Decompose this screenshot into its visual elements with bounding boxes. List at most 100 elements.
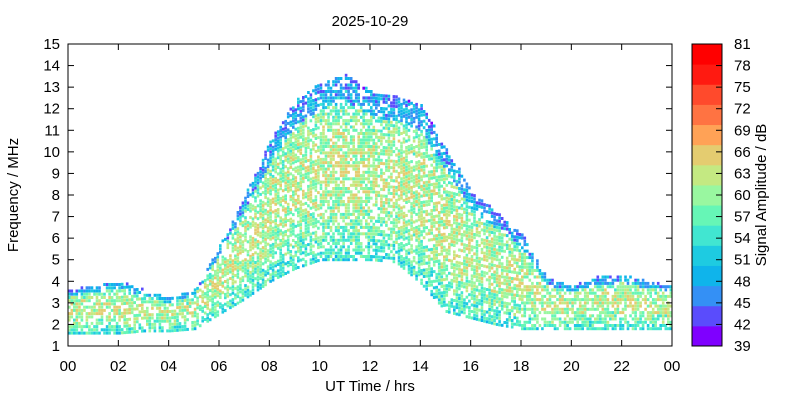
data-point (410, 202, 413, 206)
data-point (299, 145, 303, 149)
data-point (493, 273, 496, 277)
data-point (322, 167, 325, 171)
data-point (105, 283, 109, 286)
data-point (292, 268, 295, 272)
data-point (372, 180, 376, 184)
data-point (591, 298, 595, 302)
data-point (556, 281, 559, 285)
data-point (319, 151, 323, 155)
data-point (216, 300, 220, 304)
data-point (468, 299, 471, 303)
data-point (453, 308, 456, 312)
data-point (432, 253, 436, 257)
data-point (382, 210, 386, 214)
data-point (443, 171, 446, 175)
data-point (568, 307, 572, 311)
data-point (435, 279, 438, 283)
data-point (551, 288, 554, 292)
data-point (211, 274, 214, 278)
data-point (435, 289, 438, 293)
data-point (372, 158, 376, 162)
data-point (465, 208, 469, 212)
data-point (78, 321, 81, 325)
data-point (344, 187, 348, 190)
data-point (289, 107, 293, 111)
data-point (251, 207, 255, 211)
data-point (219, 247, 222, 251)
data-point (488, 301, 491, 305)
data-point (455, 302, 459, 306)
data-point (553, 294, 557, 298)
data-point (269, 250, 272, 254)
data-point (365, 119, 368, 123)
data-point (206, 277, 209, 281)
data-point (314, 253, 318, 257)
data-point (372, 138, 376, 142)
data-point (143, 293, 147, 297)
data-point (435, 175, 438, 179)
data-point (518, 233, 522, 236)
data-point (281, 169, 285, 173)
data-point (269, 202, 272, 206)
data-point (437, 191, 441, 195)
data-point (173, 312, 177, 316)
data-point (367, 180, 371, 184)
data-point (327, 251, 330, 255)
data-point (407, 99, 411, 103)
data-point (510, 241, 514, 245)
data-point (264, 182, 267, 186)
data-point (465, 195, 469, 199)
data-point (437, 240, 441, 244)
data-point (349, 125, 353, 129)
data-point (83, 296, 86, 299)
data-point (329, 154, 333, 158)
data-point (571, 304, 574, 308)
data-point (488, 298, 491, 302)
data-point (427, 135, 431, 138)
data-point (566, 304, 569, 308)
data-point (342, 135, 345, 139)
data-point (136, 304, 139, 308)
data-point (473, 252, 476, 256)
data-point (392, 247, 396, 251)
data-point (342, 145, 345, 148)
data-point (254, 244, 257, 248)
data-point (292, 184, 295, 187)
data-point (370, 180, 373, 184)
data-point (576, 291, 579, 295)
data-point (342, 164, 345, 168)
data-point (586, 291, 589, 295)
data-point (286, 228, 290, 232)
data-point (470, 200, 474, 203)
data-point (485, 265, 489, 269)
data-point (337, 109, 340, 113)
data-point (375, 135, 378, 139)
data-point (183, 299, 187, 302)
data-point (415, 180, 418, 184)
data-point (334, 83, 338, 87)
data-point (448, 242, 451, 246)
data-point (226, 288, 230, 292)
data-point (357, 145, 360, 148)
data-point (269, 192, 272, 196)
data-point (141, 316, 144, 320)
data-point (256, 288, 260, 292)
data-point (453, 244, 456, 247)
data-point (427, 199, 431, 203)
data-point (304, 214, 308, 218)
data-point (156, 297, 159, 300)
data-point (214, 315, 217, 319)
data-point (427, 274, 431, 278)
data-point (400, 180, 403, 184)
data-point (274, 244, 277, 248)
data-point (161, 319, 164, 323)
data-point (435, 140, 438, 144)
data-point (505, 224, 509, 228)
data-point (402, 218, 406, 222)
data-point (427, 131, 431, 135)
data-point (271, 155, 275, 159)
data-point (443, 271, 446, 275)
data-point (387, 110, 391, 114)
data-point (475, 295, 479, 299)
data-point (480, 251, 484, 255)
